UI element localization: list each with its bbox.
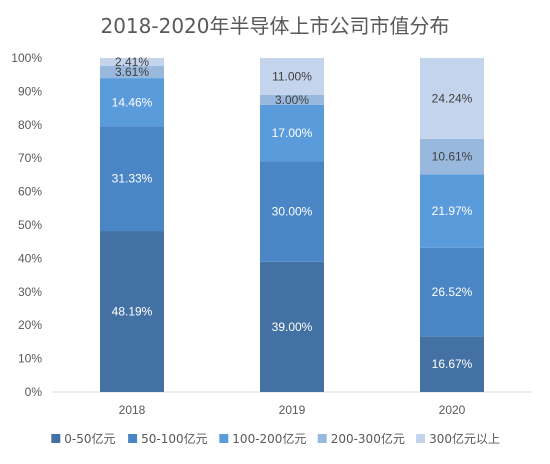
bar-segment bbox=[100, 78, 164, 127]
y-tick-label: 40% bbox=[18, 251, 42, 265]
data-label: 14.46% bbox=[112, 95, 153, 109]
y-tick-label: 0% bbox=[25, 385, 43, 399]
data-label: 17.00% bbox=[272, 126, 313, 140]
legend: 0-50亿元 50-100亿元 100-200亿元 200-300亿元 300亿元以上 bbox=[51, 431, 500, 446]
x-tick-label: 2018 bbox=[119, 403, 146, 417]
bar-segment bbox=[100, 126, 164, 232]
legend-label: 200-300亿元 bbox=[331, 431, 405, 446]
data-label: 30.00% bbox=[272, 205, 313, 219]
legend-swatch bbox=[128, 434, 138, 443]
bar-segment bbox=[260, 58, 324, 95]
chart-title: 2018-2020年半导体上市公司市值分布 bbox=[100, 14, 449, 38]
legend-label: 300亿元以上 bbox=[429, 431, 500, 446]
bar-segment bbox=[260, 104, 324, 162]
legend-label: 50-100亿元 bbox=[141, 431, 208, 446]
legend-swatch bbox=[219, 434, 229, 443]
data-label: 39.00% bbox=[272, 320, 313, 334]
y-tick-label: 70% bbox=[18, 151, 42, 165]
bar-segment bbox=[420, 336, 484, 392]
data-label: 16.67% bbox=[432, 357, 473, 371]
legend-swatch bbox=[317, 434, 327, 443]
y-tick-label: 20% bbox=[18, 318, 42, 332]
data-label: 11.00% bbox=[272, 69, 312, 83]
bar-segment bbox=[420, 138, 484, 175]
legend-swatch bbox=[416, 434, 426, 443]
y-axis: 0% 10% 20% 30% 40% 50% 60% 70% 80% 90% 100% bbox=[11, 51, 42, 399]
bar-segment bbox=[260, 261, 324, 392]
bars: 48.19% 31.33% 14.46% 3.61%2.41% 39.00% 30.00%… bbox=[100, 55, 484, 392]
legend-label: 0-50亿元 bbox=[64, 431, 115, 446]
y-tick-label: 50% bbox=[18, 218, 42, 232]
bar-segment bbox=[100, 231, 164, 392]
bar-segment bbox=[420, 57, 484, 139]
x-tick-label: 2019 bbox=[279, 403, 306, 417]
data-label: 10.61% bbox=[432, 150, 473, 164]
data-label: 31.33% bbox=[112, 172, 153, 186]
data-label: 3.61% bbox=[115, 65, 149, 79]
bar-segment bbox=[100, 58, 164, 67]
data-label: 21.97% bbox=[432, 204, 473, 218]
y-tick-label: 80% bbox=[18, 118, 42, 132]
y-tick-label: 10% bbox=[18, 352, 42, 366]
bar-segment bbox=[260, 94, 324, 105]
data-label: 48.19% bbox=[112, 305, 153, 319]
y-tick-label: 30% bbox=[18, 285, 42, 299]
bar-segment bbox=[100, 66, 164, 79]
data-label: 26.52% bbox=[432, 285, 473, 299]
bar-segment bbox=[420, 247, 484, 337]
x-axis: 2018 2019 2020 bbox=[119, 403, 466, 417]
y-tick-label: 90% bbox=[18, 84, 42, 98]
data-label: 2.41% bbox=[115, 55, 149, 69]
y-tick-label: 60% bbox=[18, 185, 42, 199]
bar-segment bbox=[420, 174, 484, 248]
legend-swatch bbox=[51, 434, 61, 443]
data-label: 24.24% bbox=[432, 91, 473, 105]
y-tick-label: 100% bbox=[11, 51, 42, 65]
bar-segment bbox=[260, 161, 324, 262]
data-label: 3.00% bbox=[275, 93, 309, 107]
legend-label: 100-200亿元 bbox=[232, 431, 306, 446]
x-tick-label: 2020 bbox=[439, 403, 466, 417]
